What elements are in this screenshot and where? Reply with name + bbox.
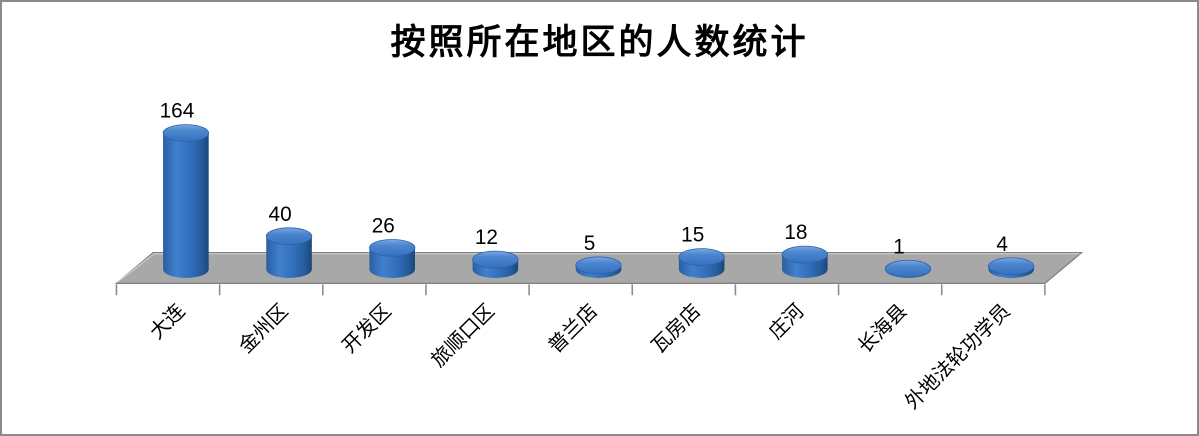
cylinder-top — [472, 250, 519, 269]
category-label: 外地法轮功学员 — [901, 300, 1015, 414]
cylinder-body — [266, 236, 312, 278]
category-label: 开发区 — [338, 300, 396, 358]
value-label: 15 — [681, 224, 704, 247]
value-label: 5 — [584, 232, 596, 255]
cylinder-top — [162, 124, 210, 142]
cylinder-top — [575, 256, 622, 275]
category-label: 普兰店 — [545, 300, 603, 358]
value-label: 18 — [784, 221, 807, 244]
category-label: 瓦房店 — [648, 300, 706, 358]
category-label: 庄河 — [765, 300, 809, 344]
cylinder-top — [884, 259, 932, 278]
cylinder-top — [678, 248, 725, 266]
category-label: 长海县 — [854, 300, 912, 358]
cylinder-top — [265, 227, 313, 246]
value-label: 12 — [475, 226, 498, 249]
value-label: 26 — [372, 215, 395, 238]
chart-floor-highlight — [117, 253, 1080, 283]
value-label: 4 — [996, 233, 1008, 256]
cylinder-top — [369, 239, 416, 257]
value-label: 1 — [893, 235, 905, 258]
chart-title: 按照所在地区的人数统计 — [390, 23, 809, 62]
category-label: 金州区 — [235, 300, 293, 358]
value-label: 40 — [269, 203, 292, 226]
cylinder-top — [987, 257, 1035, 276]
value-label: 164 — [160, 100, 195, 123]
cylinder-body — [163, 133, 209, 278]
category-label: 大连 — [146, 300, 190, 344]
category-label: 旅顺口区 — [427, 300, 499, 372]
cylinder-top — [781, 245, 829, 264]
